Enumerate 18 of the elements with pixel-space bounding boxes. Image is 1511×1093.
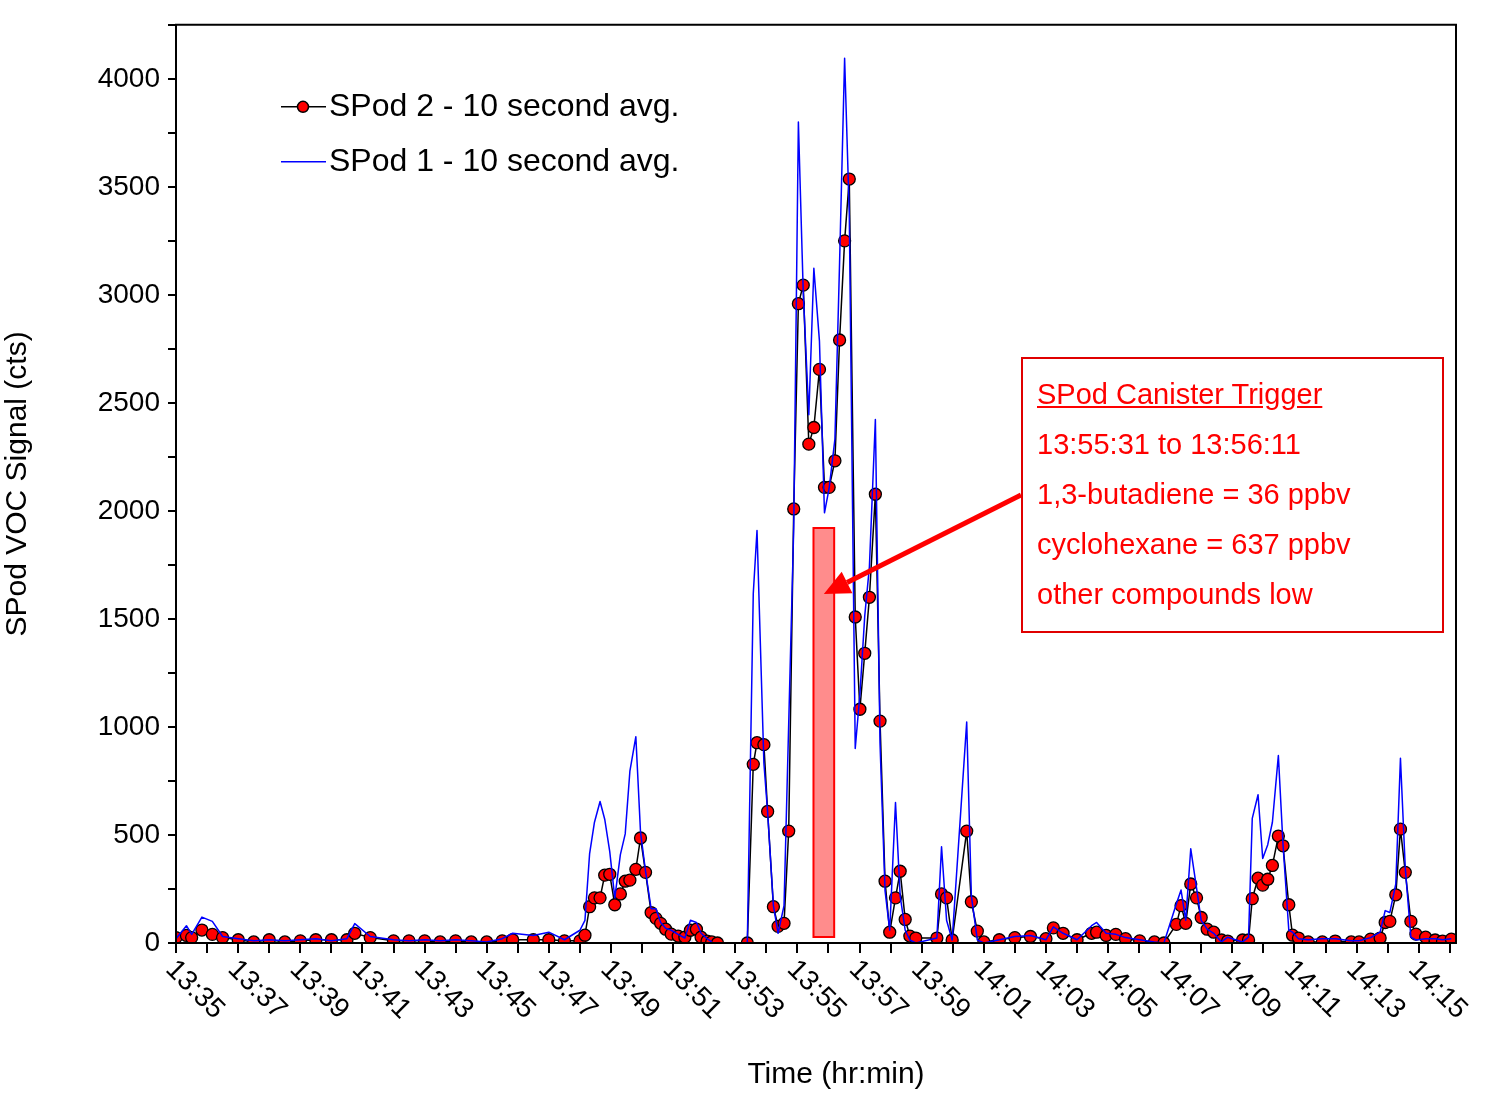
- legend-label: SPod 2 - 10 second avg.: [329, 86, 680, 123]
- y-tick-label: 3500: [97, 169, 160, 201]
- y-tick-label: 1000: [97, 709, 160, 741]
- y-tick-label: 500: [113, 817, 160, 849]
- annotation: cyclohexane = 637 ppbv: [1037, 527, 1352, 562]
- y-axis-title: SPod VOC Signal (cts): [0, 331, 33, 637]
- annotation: 13:55:31 to 13:56:11: [1037, 427, 1302, 462]
- y-tick-label: 4000: [97, 61, 160, 93]
- annotation: 1,3-butadiene = 36 ppbv: [1037, 477, 1352, 512]
- annotation: SPod Canister Trigger: [1037, 377, 1324, 412]
- legend-label: SPod 1 - 10 second avg.: [329, 141, 680, 178]
- y-tick-label: 2500: [97, 385, 160, 417]
- y-tick-label: 3000: [97, 277, 160, 309]
- y-tick-label: 2000: [97, 493, 160, 525]
- x-axis-title: Time (hr:min): [747, 1056, 925, 1090]
- annotation: other compounds low: [1037, 577, 1314, 612]
- y-tick-label: 1500: [97, 601, 160, 633]
- y-tick-label: 0: [144, 925, 160, 957]
